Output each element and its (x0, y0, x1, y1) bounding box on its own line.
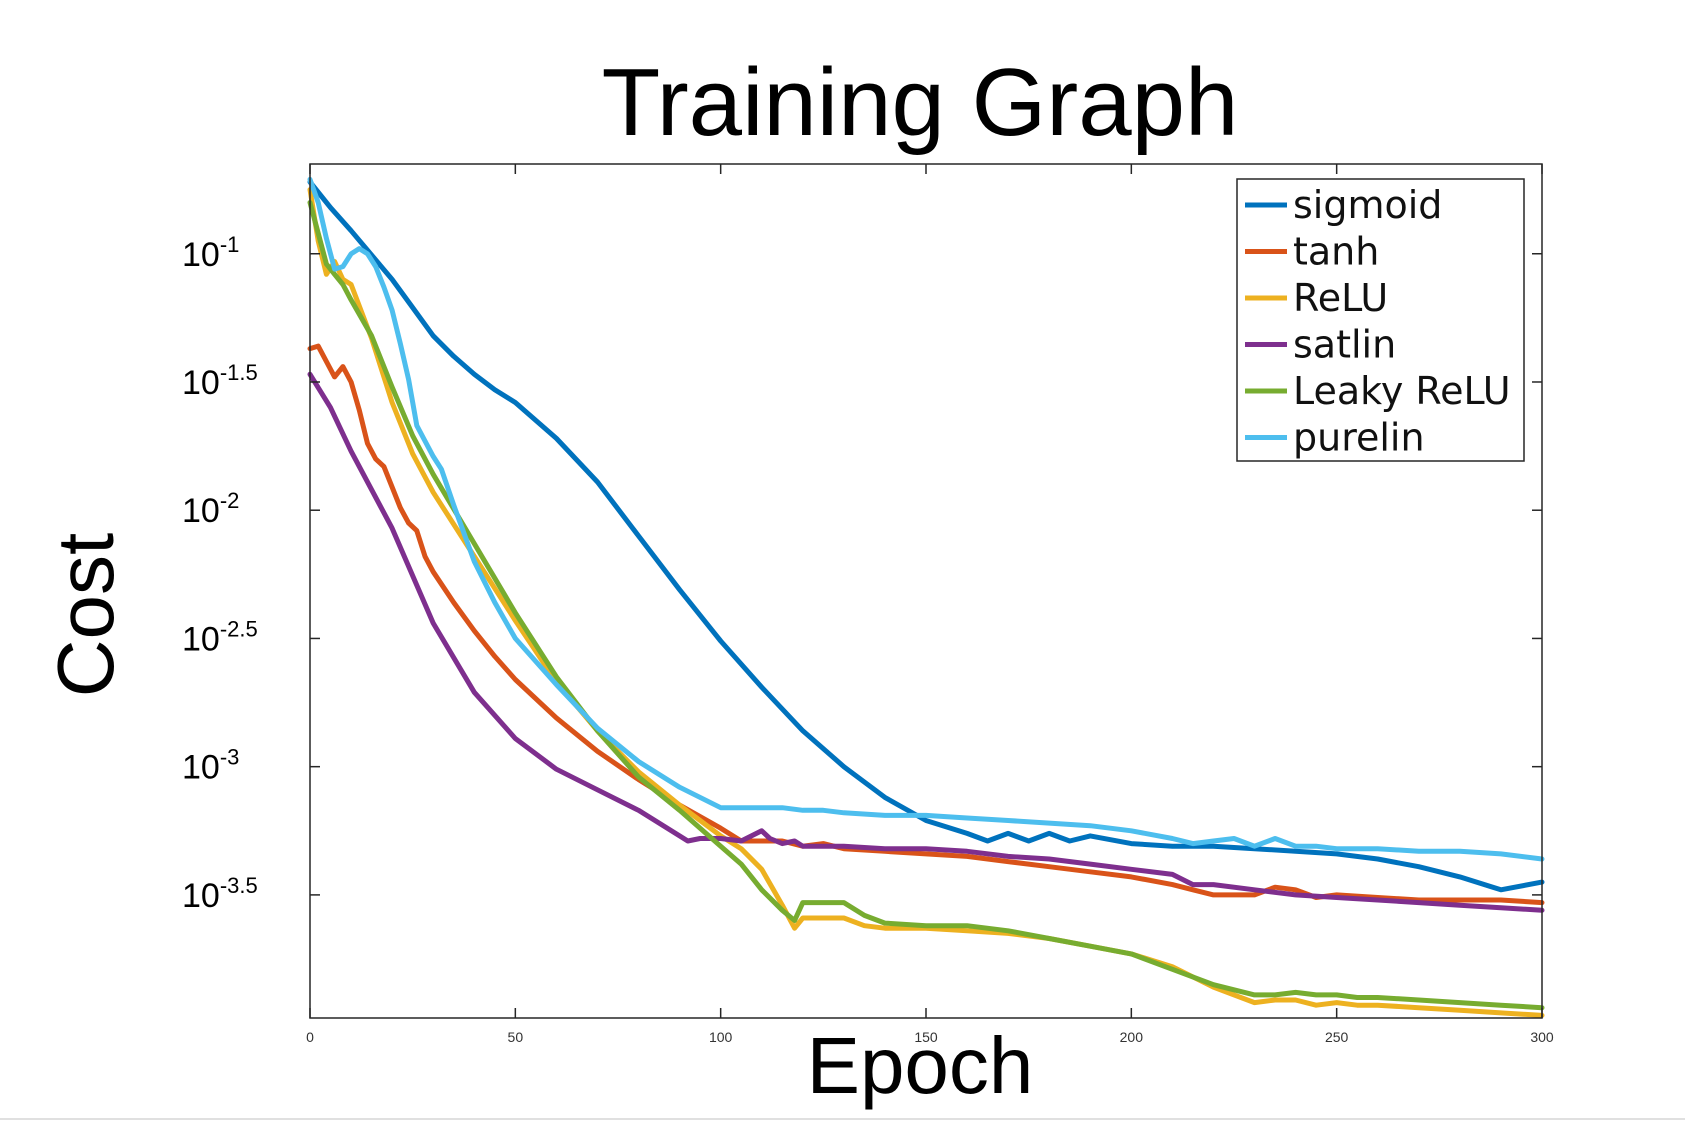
y-ticks: 10-1 10-1.5 10-2 10-2.5 10-3 10-3.5 (182, 232, 1542, 915)
chart-title: Training Graph (602, 49, 1239, 156)
y-tick-label: 10-1 (182, 232, 239, 274)
y-tick-label: 10-2 (182, 488, 239, 530)
series-line-sigmoid (307, 179, 1545, 893)
y-tick-label: 10-3.5 (182, 873, 258, 915)
y-tick-label: 10-1.5 (182, 360, 258, 402)
legend-label-purelin: purelin (1293, 416, 1425, 460)
series-line-leaky-relu (307, 200, 1545, 1011)
series-line-purelin (307, 176, 1545, 862)
x-tick-label: 50 (508, 1029, 524, 1045)
x-axis-label: Epoch (807, 1021, 1034, 1110)
legend-label-tanh: tanh (1293, 230, 1379, 274)
y-tick-label: 10-2.5 (182, 616, 258, 658)
x-tick-label: 200 (1120, 1029, 1144, 1045)
legend-label-relu: ReLU (1293, 276, 1388, 320)
series-line-satlin (307, 371, 1545, 913)
y-axis-label: Cost (41, 533, 130, 698)
series-line-relu (307, 187, 1545, 1018)
legend-box (1236, 178, 1525, 462)
x-tick-label: 100 (709, 1029, 733, 1045)
x-tick-label: 0 (306, 1029, 314, 1045)
series-layer (307, 176, 1545, 1018)
x-tick-label: 300 (1530, 1029, 1554, 1045)
legend-label-satlin: satlin (1293, 323, 1396, 367)
y-tick-label: 10-3 (182, 745, 239, 787)
legend-label-leaky-relu: Leaky ReLU (1293, 369, 1511, 413)
legend-label-sigmoid: sigmoid (1293, 183, 1442, 227)
x-tick-label: 150 (914, 1029, 938, 1045)
bottom-divider (0, 1118, 1685, 1120)
x-tick-label: 250 (1325, 1029, 1349, 1045)
x-ticks: 0 50 100 150 200 250 300 (306, 164, 1554, 1045)
